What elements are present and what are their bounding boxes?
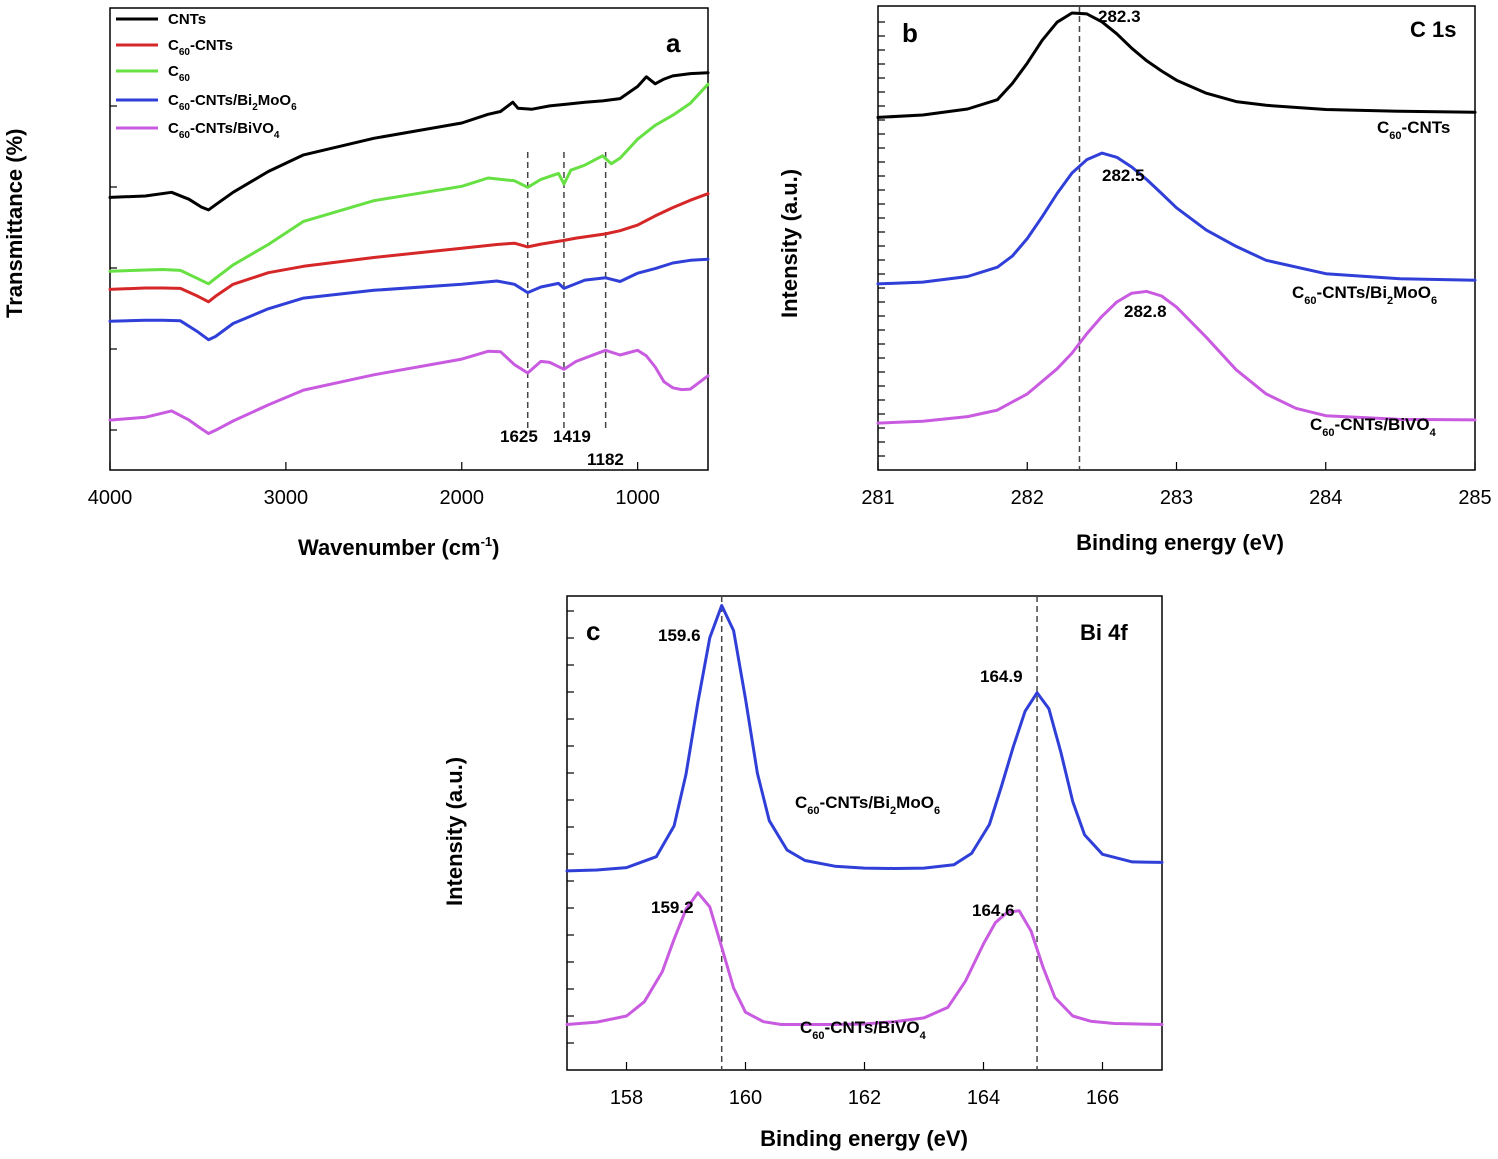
annotation-159-2: 159.2 xyxy=(651,898,694,917)
series-line-c-c60-cnts-bivo4 xyxy=(565,891,1164,1026)
panel-letter-c: c xyxy=(586,616,600,646)
series-line-a-cnts xyxy=(108,71,710,212)
annotation-159-6: 159.6 xyxy=(658,626,701,645)
x-tick-label-b-281: 281 xyxy=(861,487,894,509)
x-axis-label-c: Binding energy (eV) xyxy=(760,1126,968,1151)
y-axis-label-c: Intensity (a.u.) xyxy=(442,757,467,906)
x-axis-a: 4000 3000 2000 1000 xyxy=(88,462,660,509)
plot-frame-b xyxy=(877,5,1476,471)
reference-lines-c xyxy=(720,596,1038,1070)
x-tick-label-a-3000: 3000 xyxy=(264,487,309,509)
x-tick-label-c-158: 158 xyxy=(610,1087,643,1109)
legend-label-c60-cnts-bi2moo6: C60-CNTs/Bi2MoO6 xyxy=(168,92,297,113)
x-tick-label-c-166: 166 xyxy=(1086,1087,1119,1109)
panel-title-b: C 1s xyxy=(1410,17,1456,42)
plot-frame-a xyxy=(109,7,709,471)
panel-letter-a: a xyxy=(666,28,681,58)
x-axis-label-a: Wavenumber (cm-1) xyxy=(298,534,499,560)
x-tick-label-b-285: 285 xyxy=(1458,487,1491,509)
annotation-282-8: 282.8 xyxy=(1124,302,1167,321)
series-line-b-c60-cnts-bivo4 xyxy=(876,289,1477,425)
series-label-c-c60-cnts-bivo4: C60-CNTs/BiVO4 xyxy=(800,1018,927,1042)
legend-label-c60: C60 xyxy=(168,63,190,84)
panel-title-c: Bi 4f xyxy=(1080,620,1128,645)
panel-b: b C 1s 282.3 282.5 282.8 C60-CNTs C60-CN… xyxy=(777,5,1492,555)
legend-label-c60-cnts: C60-CNTs xyxy=(168,37,233,58)
x-tick-label-b-284: 284 xyxy=(1309,487,1342,509)
series-group-a xyxy=(108,71,710,435)
series-line-a-c60-cnts xyxy=(108,192,710,304)
x-tick-label-b-283: 283 xyxy=(1160,487,1193,509)
annotation-1419: 1419 xyxy=(553,427,591,446)
annotation-164-6: 164.6 xyxy=(972,901,1015,920)
panel-c: c Bi 4f 159.6 164.9 159.2 164.6 C60-CNTs… xyxy=(442,595,1164,1151)
series-label-b-c60-cnts: C60-CNTs xyxy=(1377,118,1450,142)
x-tick-label-a-4000: 4000 xyxy=(88,487,133,509)
series-line-b-c60-cnts-bi2moo6 xyxy=(876,151,1477,286)
series-label-b-c60-cnts-bi2moo6: C60-CNTs/Bi2MoO6 xyxy=(1292,283,1437,307)
x-tick-label-c-160: 160 xyxy=(729,1087,762,1109)
y-axis-label-a: Transmittance (%) xyxy=(2,129,27,319)
reference-lines-a xyxy=(526,152,607,432)
x-tick-label-b-282: 282 xyxy=(1011,487,1044,509)
series-line-b-c60-cnts xyxy=(876,11,1477,119)
x-tick-label-c-164: 164 xyxy=(967,1087,1000,1109)
series-line-c-c60-cnts-bi2moo6 xyxy=(565,604,1164,873)
annotation-164-9: 164.9 xyxy=(980,667,1023,686)
annotation-282-5: 282.5 xyxy=(1102,166,1145,185)
x-tick-label-a-2000: 2000 xyxy=(440,487,485,509)
annotation-282-3: 282.3 xyxy=(1098,7,1141,26)
y-ticks-c xyxy=(567,610,574,1044)
y-axis-label-b: Intensity (a.u.) xyxy=(777,169,802,318)
series-group-b xyxy=(876,11,1477,425)
x-axis-b: 281 282 283 284 285 xyxy=(861,462,1492,509)
x-tick-label-c-162: 162 xyxy=(848,1087,881,1109)
panel-letter-b: b xyxy=(902,18,918,48)
legend-label-cnts: CNTs xyxy=(168,11,206,28)
legend-label-c60-cnts-bivo4: C60-CNTs/BiVO4 xyxy=(168,120,280,141)
x-axis-label-b: Binding energy (eV) xyxy=(1076,530,1284,555)
series-line-a-c60-cnts-bi2moo6 xyxy=(108,257,710,342)
series-label-c-c60-cnts-bi2moo6: C60-CNTs/Bi2MoO6 xyxy=(795,793,940,817)
x-tick-label-a-1000: 1000 xyxy=(615,487,660,509)
plot-frame-c xyxy=(566,595,1163,1071)
annotation-1625: 1625 xyxy=(500,427,538,446)
panel-a: CNTs C60-CNTs C60 C60-CNTs/Bi2MoO6 C60-C… xyxy=(2,7,710,560)
series-label-b-c60-cnts-bivo4: C60-CNTs/BiVO4 xyxy=(1310,415,1437,439)
y-ticks-a xyxy=(110,105,117,431)
legend-a: CNTs C60-CNTs C60 C60-CNTs/Bi2MoO6 C60-C… xyxy=(116,11,297,141)
series-line-a-c60-cnts-bivo4 xyxy=(108,348,710,435)
annotation-1182: 1182 xyxy=(587,450,624,469)
y-ticks-b xyxy=(878,21,885,457)
x-axis-c: 158 160 162 164 166 xyxy=(610,1062,1119,1109)
series-line-a-c60 xyxy=(108,82,710,286)
series-group-c xyxy=(565,604,1164,1026)
